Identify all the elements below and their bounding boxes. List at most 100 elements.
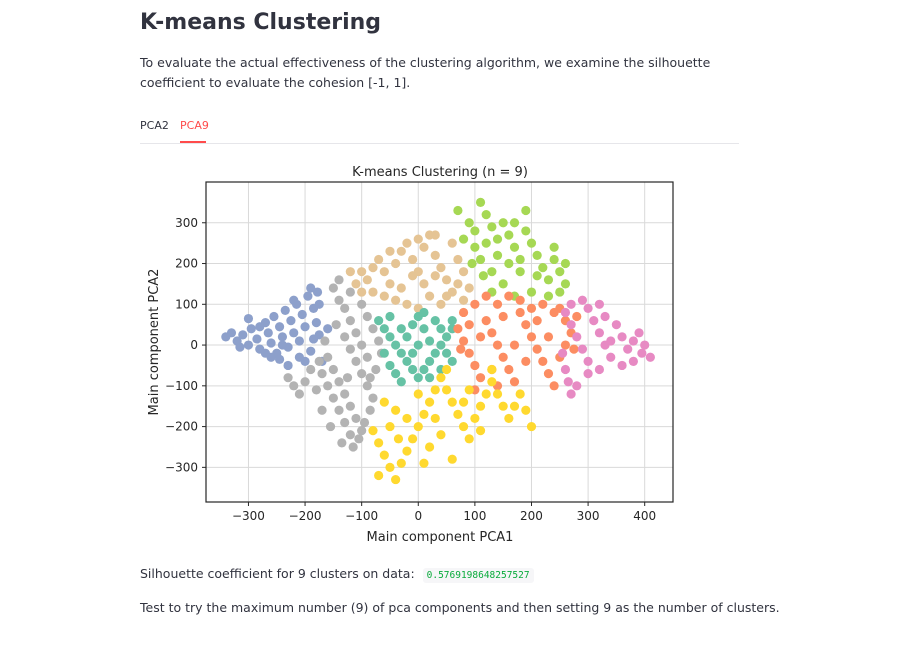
cluster-4-point xyxy=(391,368,401,379)
cluster-0-point xyxy=(303,291,313,301)
cluster-7-point xyxy=(436,373,446,383)
tab-bar: PCA2 PCA9 xyxy=(140,113,739,144)
cluster-4-point xyxy=(419,307,429,318)
cluster-5-point xyxy=(481,315,491,326)
cluster-4-point xyxy=(408,348,418,358)
tab-pca9[interactable]: PCA9 xyxy=(180,119,209,132)
x-tick-label: −300 xyxy=(232,509,265,523)
cluster-5-point xyxy=(492,299,503,309)
cluster-2-point xyxy=(351,279,361,289)
cluster-5-point xyxy=(532,315,542,326)
cluster-3-point xyxy=(475,197,486,207)
cluster-2-point xyxy=(408,254,418,265)
cluster-7-point xyxy=(441,364,452,375)
cluster-7-point xyxy=(419,458,429,468)
cluster-4-point xyxy=(379,348,389,358)
cluster-4-point xyxy=(436,340,446,350)
cluster-2-point xyxy=(430,230,440,240)
cluster-0-point xyxy=(297,309,307,320)
cluster-4-point xyxy=(424,356,435,366)
cluster-6-point xyxy=(594,299,605,309)
cluster-7-point xyxy=(391,474,401,485)
cluster-3-point xyxy=(504,258,514,269)
cluster-6-point xyxy=(645,352,655,362)
cluster-5-point xyxy=(515,307,525,318)
cluster-1-point xyxy=(345,344,355,354)
x-tick-label: 100 xyxy=(463,509,486,523)
cluster-2-point xyxy=(362,275,372,285)
y-tick-label: −200 xyxy=(165,420,198,434)
cluster-2-point xyxy=(413,234,423,244)
y-tick-label: 200 xyxy=(175,257,198,271)
cluster-1-point xyxy=(365,405,375,415)
cluster-6-point xyxy=(560,364,571,375)
intro-text: To evaluate the actual effectiveness of … xyxy=(140,55,711,90)
cluster-6-point xyxy=(577,295,588,305)
cluster-0-point xyxy=(274,354,285,364)
cluster-4-point xyxy=(430,315,440,326)
cluster-7-point xyxy=(430,413,440,424)
cluster-3-point xyxy=(560,258,571,269)
cluster-3-point xyxy=(481,238,491,248)
cluster-7-point xyxy=(481,389,491,399)
cluster-3-point xyxy=(538,263,548,273)
cluster-7-point xyxy=(391,405,401,415)
cluster-6-point xyxy=(637,348,647,358)
cluster-6-point xyxy=(572,332,582,342)
cluster-0-point xyxy=(306,283,316,293)
cluster-1-point xyxy=(323,381,333,391)
cluster-6-point xyxy=(560,307,571,318)
cluster-1-point xyxy=(351,328,361,338)
cluster-1-point xyxy=(334,377,344,387)
cluster-4-point xyxy=(408,320,418,330)
cluster-5-point xyxy=(543,332,554,342)
cluster-5-point xyxy=(538,356,548,366)
cluster-7-point xyxy=(402,446,412,456)
cluster-1-point xyxy=(342,373,353,383)
cluster-0-point xyxy=(312,287,323,297)
cluster-3-point xyxy=(555,267,565,277)
x-tick-label: 300 xyxy=(577,509,600,523)
cluster-0-point xyxy=(314,299,324,309)
cluster-4-point xyxy=(424,373,435,383)
cluster-5-point xyxy=(509,377,520,387)
cluster-2-point xyxy=(419,242,429,252)
cluster-2-point xyxy=(436,263,446,273)
cluster-2-point xyxy=(458,267,469,277)
cluster-1-point xyxy=(362,311,372,322)
cluster-1-point xyxy=(365,373,375,383)
cluster-0-point xyxy=(266,338,276,348)
cluster-2-point xyxy=(436,299,446,309)
chart-title: K-means Clustering (n = 9) xyxy=(352,165,528,180)
cluster-3-point xyxy=(532,250,542,260)
cluster-3-point xyxy=(492,250,503,260)
cluster-6-point xyxy=(594,364,605,375)
cluster-7-point xyxy=(436,430,446,440)
cluster-6-point xyxy=(589,315,599,326)
cluster-1-point xyxy=(317,368,327,379)
cluster-7-point xyxy=(464,434,474,444)
cluster-0-point xyxy=(294,336,304,346)
cluster-1-point xyxy=(357,340,367,350)
cluster-4-point xyxy=(385,332,395,342)
cluster-7-point xyxy=(509,401,520,411)
cluster-6-point xyxy=(583,356,593,366)
cluster-4-point xyxy=(419,364,429,375)
cluster-2-point xyxy=(379,267,389,277)
cluster-3-point xyxy=(515,267,525,277)
cluster-1-point xyxy=(283,373,293,383)
cluster-5-point xyxy=(569,344,579,354)
cluster-5-point xyxy=(526,332,537,342)
cluster-6-point xyxy=(634,328,644,338)
cluster-6-point xyxy=(606,352,616,362)
cluster-1-point xyxy=(340,332,350,342)
cluster-3-point xyxy=(470,242,480,252)
cluster-1-point xyxy=(362,352,372,362)
cluster-1-point xyxy=(325,421,336,432)
cluster-2-point xyxy=(419,279,429,289)
cluster-5-point xyxy=(549,307,559,318)
tab-pca2[interactable]: PCA2 xyxy=(140,119,169,132)
cluster-1-point xyxy=(357,368,367,379)
cluster-3-point xyxy=(470,226,480,236)
cluster-3-point xyxy=(526,287,537,297)
